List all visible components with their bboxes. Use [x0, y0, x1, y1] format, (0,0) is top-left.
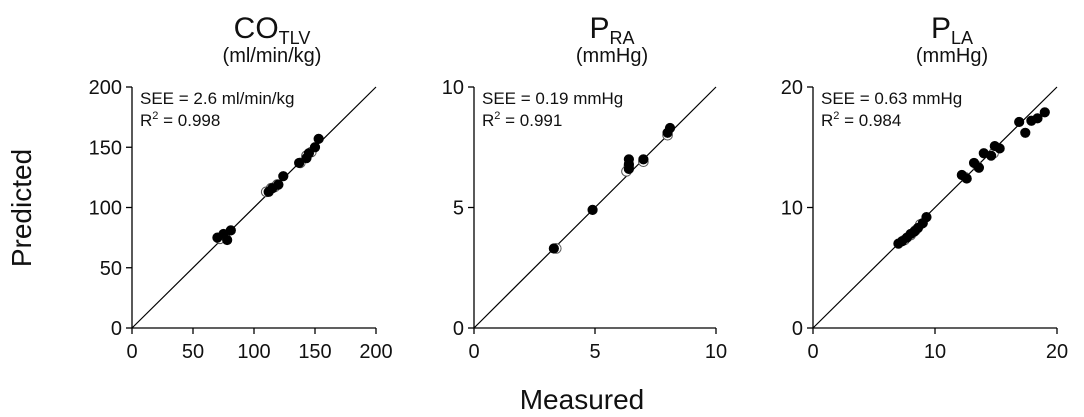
identity-line	[131, 86, 377, 329]
see-annotation: SEE = 0.63 mmHg	[821, 89, 962, 108]
r2-superscript: 2	[833, 110, 839, 122]
panel-title: COTLV	[234, 12, 311, 48]
data-point-filled	[225, 225, 236, 236]
y-tick-label: 0	[453, 318, 464, 340]
data-point-filled	[1039, 107, 1050, 118]
x-tick-label: 0	[468, 341, 479, 363]
data-point-filled	[961, 173, 972, 184]
scatter-panel-2: PRA(mmHg) 0 5 10 0 5 10 SEE = 0.19 mmHg R2 = 0.9…	[442, 12, 727, 363]
panel-title-main: P	[589, 12, 609, 45]
r2-superscript: 2	[152, 110, 158, 122]
r2-value: = 0.984	[839, 111, 901, 130]
y-tick-label: 10	[781, 198, 803, 220]
data-point-filled	[278, 171, 289, 182]
data-point-filled	[664, 122, 676, 134]
r2-prefix: R	[821, 111, 833, 130]
data-point-filled	[973, 162, 985, 173]
data-point-filled	[623, 154, 634, 165]
panel-unit: (ml/min/kg)	[223, 45, 322, 67]
panel-title-subscript: LA	[951, 28, 973, 48]
data-point-filled	[994, 143, 1005, 154]
data-point-filled	[587, 204, 598, 216]
scatter-panel-1: COTLV(ml/min/kg) 0 50 100 150 200 0 50 100 150 200…	[89, 12, 393, 363]
data-point-filled	[273, 179, 284, 190]
r2-annotation: R2 = 0.984	[821, 110, 901, 130]
y-tick-label: 200	[89, 77, 122, 99]
y-tick-label: 5	[453, 198, 464, 220]
x-tick-label: 0	[807, 341, 818, 363]
panel-title-main: CO	[234, 12, 279, 45]
panel-title: PLA	[931, 12, 973, 48]
data-point-filled	[921, 212, 932, 223]
data-point-filled	[303, 148, 315, 159]
x-tick-label: 150	[298, 341, 331, 363]
panel-unit: (mmHg)	[916, 45, 988, 67]
panel-title: PRA	[589, 12, 634, 48]
scatter-panel-3: PLA(mmHg) 0 10 20 0 10 20 SEE = 0.63 mmHg R2 = 0…	[781, 12, 1068, 363]
data-point-filled	[1032, 113, 1043, 124]
data-point-filled	[222, 234, 233, 246]
y-tick-label: 100	[89, 198, 122, 220]
data-point-filled	[309, 142, 321, 153]
r2-annotation: R2 = 0.998	[140, 110, 220, 130]
data-point-filled	[986, 150, 997, 161]
see-annotation: SEE = 0.19 mmHg	[482, 89, 623, 108]
x-axis-label: Measured	[520, 384, 645, 415]
r2-value: = 0.998	[158, 111, 220, 130]
x-tick-label: 200	[359, 341, 392, 363]
panel-title-main: P	[931, 12, 951, 45]
data-point-filled	[294, 157, 305, 169]
identity-line	[812, 86, 1058, 329]
r2-superscript: 2	[494, 110, 500, 122]
y-tick-label: 10	[442, 77, 464, 99]
x-tick-label: 20	[1046, 341, 1068, 363]
r2-prefix: R	[482, 111, 494, 130]
y-axis-label: Predicted	[6, 149, 37, 267]
data-point-filled	[638, 154, 649, 165]
data-point-filled	[1020, 127, 1031, 138]
x-tick-label: 10	[924, 341, 946, 363]
see-annotation: SEE = 2.6 ml/min/kg	[140, 89, 294, 108]
x-tick-label: 5	[589, 341, 600, 363]
y-tick-label: 20	[781, 77, 803, 99]
x-tick-label: 0	[126, 341, 137, 363]
r2-prefix: R	[140, 111, 152, 130]
y-tick-label: 50	[100, 258, 122, 280]
data-point-filled	[1014, 116, 1025, 128]
r2-annotation: R2 = 0.991	[482, 110, 562, 130]
y-tick-label: 0	[111, 318, 122, 340]
panel-unit: (mmHg)	[576, 45, 648, 67]
y-tick-label: 0	[792, 318, 803, 340]
x-tick-label: 50	[182, 341, 204, 363]
y-tick-label: 150	[89, 137, 122, 159]
panel-title-subscript: RA	[610, 28, 635, 48]
data-point-filled	[313, 133, 324, 144]
data-point-filled	[548, 243, 559, 254]
r2-value: = 0.991	[500, 111, 562, 130]
x-tick-label: 100	[237, 341, 270, 363]
panel-title-subscript: TLV	[279, 28, 311, 48]
x-tick-label: 10	[705, 341, 727, 363]
